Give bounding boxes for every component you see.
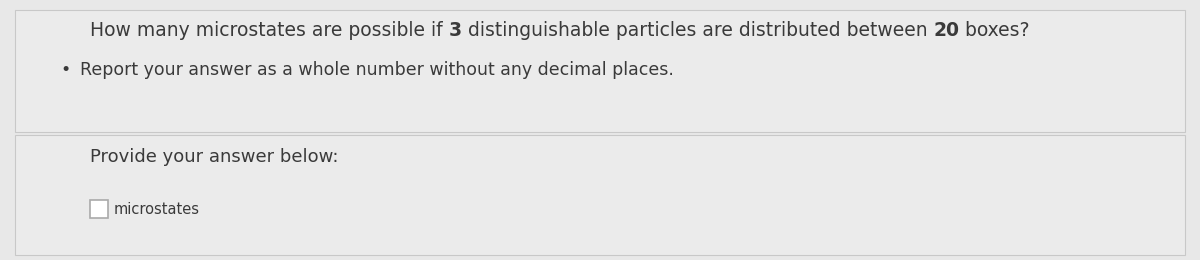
Text: Provide your answer below:: Provide your answer below: (90, 148, 338, 166)
Text: 20: 20 (934, 21, 959, 40)
FancyBboxPatch shape (14, 135, 1186, 255)
Text: Report your answer as a whole number without any decimal places.: Report your answer as a whole number wit… (80, 61, 674, 79)
Text: microstates: microstates (114, 202, 200, 217)
Text: 3: 3 (449, 21, 462, 40)
FancyBboxPatch shape (90, 200, 108, 218)
FancyBboxPatch shape (14, 10, 1186, 132)
Text: How many microstates are possible if: How many microstates are possible if (90, 21, 449, 40)
Text: boxes?: boxes? (959, 21, 1030, 40)
Text: distinguishable particles are distributed between: distinguishable particles are distribute… (462, 21, 934, 40)
Text: •: • (60, 61, 71, 79)
